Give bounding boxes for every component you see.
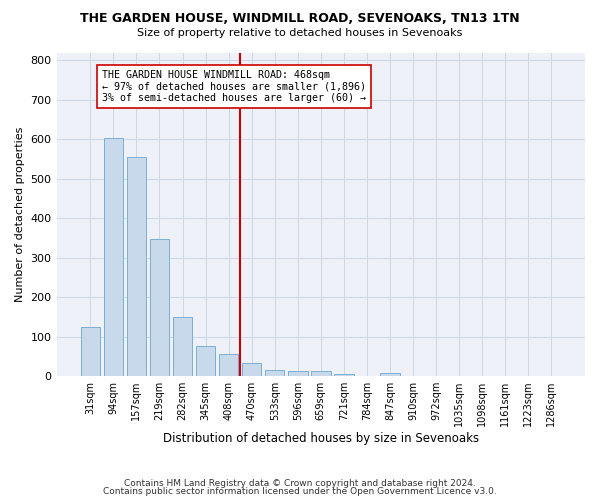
- X-axis label: Distribution of detached houses by size in Sevenoaks: Distribution of detached houses by size …: [163, 432, 479, 445]
- Bar: [149, 239, 169, 376]
- Bar: [380, 373, 400, 376]
- Bar: [265, 370, 284, 376]
- Bar: [104, 138, 123, 376]
- Bar: [80, 327, 100, 376]
- Bar: [219, 354, 238, 376]
- Text: THE GARDEN HOUSE, WINDMILL ROAD, SEVENOAKS, TN13 1TN: THE GARDEN HOUSE, WINDMILL ROAD, SEVENOA…: [80, 12, 520, 26]
- Text: Contains HM Land Registry data © Crown copyright and database right 2024.: Contains HM Land Registry data © Crown c…: [124, 478, 476, 488]
- Bar: [196, 346, 215, 376]
- Y-axis label: Number of detached properties: Number of detached properties: [15, 126, 25, 302]
- Bar: [242, 363, 262, 376]
- Text: THE GARDEN HOUSE WINDMILL ROAD: 468sqm
← 97% of detached houses are smaller (1,8: THE GARDEN HOUSE WINDMILL ROAD: 468sqm ←…: [102, 70, 366, 104]
- Bar: [334, 374, 353, 376]
- Text: Size of property relative to detached houses in Sevenoaks: Size of property relative to detached ho…: [137, 28, 463, 38]
- Bar: [288, 371, 308, 376]
- Bar: [127, 156, 146, 376]
- Text: Contains public sector information licensed under the Open Government Licence v3: Contains public sector information licen…: [103, 487, 497, 496]
- Bar: [173, 317, 193, 376]
- Bar: [311, 371, 331, 376]
